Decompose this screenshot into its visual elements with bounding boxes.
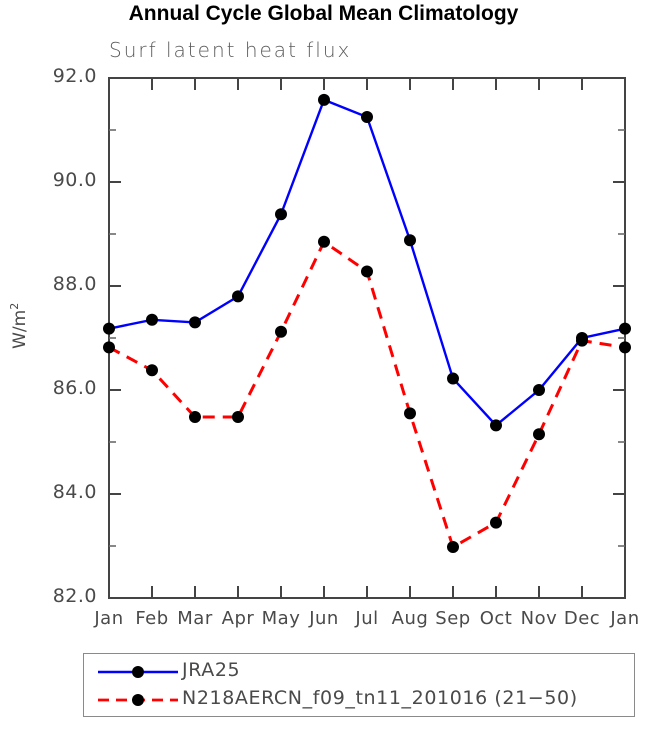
series-markers [103, 93, 631, 554]
data-point [318, 93, 330, 106]
axis-major-ticks [108, 77, 626, 599]
data-point [490, 419, 502, 432]
data-point [447, 372, 459, 385]
data-point [275, 325, 287, 338]
legend-swatch-n218aercn [98, 694, 178, 706]
data-point [404, 407, 416, 420]
data-point [576, 334, 588, 347]
x-tick-label: Mar [177, 608, 213, 629]
series-line-0 [108, 98, 626, 428]
axes-frame [108, 77, 626, 599]
y-tick-label: 90.0 [52, 169, 97, 191]
data-point [533, 384, 545, 396]
data-point [361, 111, 373, 123]
legend-label-n218aercn: N218AERCN_f09_tn11_201016 (21−50) [182, 687, 578, 709]
data-point [533, 428, 545, 441]
x-tick-label: Sep [435, 608, 471, 629]
data-point [404, 234, 416, 247]
data-point [490, 516, 502, 529]
x-tick-label: Jun [309, 608, 339, 629]
x-tick-label: Jul [355, 608, 379, 629]
data-point [103, 341, 115, 354]
y-tick-label: 84.0 [52, 481, 97, 503]
data-point [232, 411, 244, 424]
y-tick-label: 88.0 [52, 273, 97, 295]
x-tick-label: Feb [135, 608, 169, 629]
legend-entry-1: N218AERCN_f09_tn11_201016 (21−50) [84, 686, 634, 716]
data-point [232, 290, 244, 303]
data-point [146, 313, 158, 326]
data-point [189, 411, 201, 424]
x-tick-label: Aug [391, 608, 429, 629]
legend-swatch-jra25 [98, 666, 178, 678]
data-point [146, 364, 158, 377]
x-tick-label: Apr [221, 608, 255, 629]
x-tick-label: May [261, 608, 301, 629]
data-point [619, 341, 631, 354]
y-tick-label: 82.0 [52, 585, 97, 607]
chart-legend: JRA25 N218AERCN_f09_tn11_201016 (21−50) [83, 653, 635, 717]
legend-label-jra25: JRA25 [182, 659, 241, 681]
data-point [189, 316, 201, 329]
data-point [318, 235, 330, 248]
data-point [447, 541, 459, 554]
data-point [619, 322, 631, 335]
chart-title: Annual Cycle Global Mean Climatology [128, 2, 519, 25]
chart-subtitle: Surf latent heat flux [109, 38, 352, 62]
series-line-1 [108, 239, 626, 550]
legend-entry-0: JRA25 [84, 658, 634, 688]
x-tick-label: Jan [610, 608, 640, 629]
y-tick-label: 86.0 [52, 377, 97, 399]
axis-minor-ticks [109, 129, 625, 547]
x-tick-label: Nov [520, 608, 558, 629]
data-point [275, 208, 287, 221]
y-tick-label: 92.0 [52, 65, 97, 87]
data-point [103, 322, 115, 335]
x-tick-label: Jan [94, 608, 124, 629]
x-tick-label: Oct [479, 608, 513, 629]
data-point [361, 265, 373, 278]
series-lines [108, 98, 626, 550]
x-tick-label: Dec [563, 608, 601, 629]
